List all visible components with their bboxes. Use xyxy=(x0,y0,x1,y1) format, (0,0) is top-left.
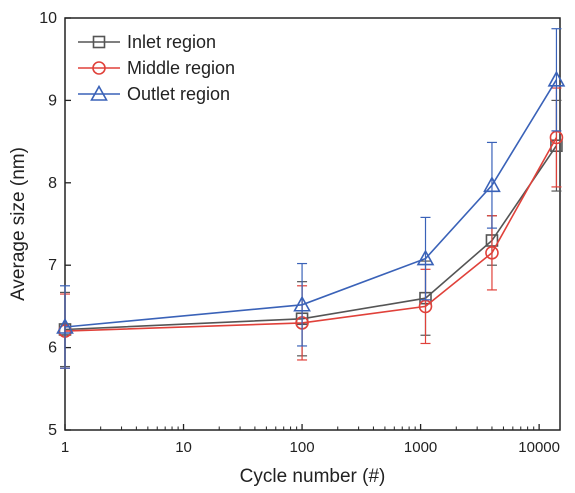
series-square xyxy=(58,99,563,368)
data-point xyxy=(56,317,74,334)
series-line xyxy=(64,79,558,328)
legend: Inlet region Middle region Outlet region xyxy=(78,32,235,104)
data-point xyxy=(485,246,499,260)
x-tick-label: 10000 xyxy=(518,439,560,456)
legend-item: Middle region xyxy=(78,58,235,78)
x-tick-label: 1 xyxy=(61,439,69,456)
legend-marker xyxy=(90,84,108,101)
data-point xyxy=(547,70,566,87)
data-point xyxy=(416,249,435,266)
x-axis: 1 10 100 1000 10000 xyxy=(61,424,560,456)
legend-item: Outlet region xyxy=(78,84,230,104)
legend-label: Inlet region xyxy=(127,32,216,52)
legend-marker xyxy=(92,61,106,75)
y-tick-label: 7 xyxy=(48,257,57,274)
series-line xyxy=(64,137,558,332)
data-point xyxy=(483,176,501,193)
x-axis-title: Cycle number (#) xyxy=(240,466,386,487)
legend-label: Outlet region xyxy=(127,84,230,104)
legend-item: Inlet region xyxy=(78,32,216,52)
y-tick-label: 5 xyxy=(48,422,57,439)
y-axis-title: Average size (nm) xyxy=(8,147,29,301)
y-tick-label: 9 xyxy=(48,92,57,109)
y-tick-label: 8 xyxy=(48,175,57,192)
plot-frame xyxy=(64,17,561,431)
y-axis: 5 6 7 8 9 10 xyxy=(39,10,71,439)
data-point xyxy=(293,295,311,312)
y-tick-label: 6 xyxy=(48,340,57,357)
series-layer xyxy=(56,28,566,369)
legend-label: Middle region xyxy=(127,58,235,78)
y-tick-label: 10 xyxy=(39,10,57,27)
x-tick-label: 100 xyxy=(290,439,315,456)
x-tick-label: 10 xyxy=(175,439,192,456)
series-triangle xyxy=(56,28,566,369)
legend-marker xyxy=(92,35,106,49)
plot-area-border xyxy=(64,17,561,431)
x-tick-label: 1000 xyxy=(404,439,437,456)
